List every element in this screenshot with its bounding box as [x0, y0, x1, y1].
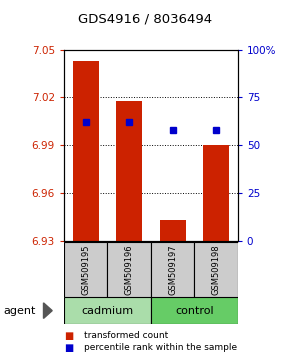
Bar	[151, 242, 194, 297]
Text: ■: ■	[64, 331, 73, 341]
Text: transformed count: transformed count	[84, 331, 168, 340]
Text: GSM509195: GSM509195	[81, 245, 90, 295]
Bar	[107, 242, 151, 297]
Bar	[64, 297, 151, 324]
Bar	[116, 101, 142, 241]
Text: cadmium: cadmium	[81, 306, 133, 316]
Polygon shape	[44, 303, 52, 319]
Bar	[64, 242, 107, 297]
Text: GSM509196: GSM509196	[124, 245, 134, 295]
Text: control: control	[175, 306, 214, 316]
Bar	[72, 61, 99, 241]
Text: ■: ■	[64, 343, 73, 353]
Bar	[194, 242, 238, 297]
Bar	[151, 297, 238, 324]
Text: GDS4916 / 8036494: GDS4916 / 8036494	[78, 12, 212, 25]
Text: percentile rank within the sample: percentile rank within the sample	[84, 343, 237, 352]
Text: agent: agent	[3, 306, 35, 316]
Bar	[160, 220, 186, 241]
Text: GSM509197: GSM509197	[168, 245, 177, 295]
Bar	[203, 145, 229, 241]
Text: GSM509198: GSM509198	[211, 245, 221, 295]
